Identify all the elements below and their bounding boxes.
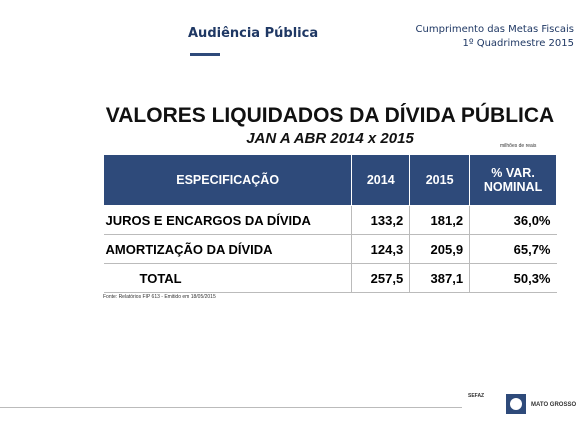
table-cell: 50,3% — [469, 263, 557, 293]
table-subtitle: JAN A ABR 2014 x 2015 — [246, 130, 414, 147]
table-cell: JUROS E ENCARGOS DA DÍVIDA — [103, 205, 352, 235]
table-unit: milhões de reais — [500, 143, 537, 149]
table-row: AMORTIZAÇÃO DA DÍVIDA 124,3 205,9 65,7% — [103, 234, 557, 264]
table-cell: AMORTIZAÇÃO DA DÍVIDA — [103, 234, 352, 264]
table-cell: 65,7% — [469, 234, 557, 264]
column-header: % VAR. NOMINAL — [469, 154, 557, 206]
table-cell: 181,2 — [409, 205, 470, 235]
table-cell: 133,2 — [351, 205, 410, 235]
table-cell: 257,5 — [351, 263, 410, 293]
column-header: 2014 — [351, 154, 411, 206]
footer-line — [0, 407, 462, 408]
header-subtitle: Cumprimento das Metas Fiscais — [415, 24, 574, 35]
table-cell: 36,0% — [469, 205, 557, 235]
header-row: ESPECIFICAÇÃO 2014 2015 % VAR. NOMINAL — [102, 154, 557, 206]
footer-emblem — [506, 394, 526, 414]
footer-state: MATO GROSSO — [531, 402, 577, 408]
table-cell: 205,9 — [409, 234, 470, 264]
footnote: Fonte: Relatórios FIP 613 - Emitido em 1… — [103, 294, 216, 300]
footer-agency: SEFAZ — [468, 393, 485, 399]
table: ESPECIFICAÇÃO 2014 2015 % VAR. NOMINAL J… — [102, 154, 557, 293]
header-underline — [190, 53, 220, 56]
header-subtitle: 1º Quadrimestre 2015 — [462, 38, 574, 49]
header-title: Audiência Pública — [188, 26, 319, 41]
column-header: 2015 — [409, 154, 471, 206]
table-cell: TOTAL — [103, 263, 352, 293]
table-row: TOTAL 257,5 387,1 50,3% — [103, 263, 557, 293]
table-row: JUROS E ENCARGOS DA DÍVIDA 133,2 181,2 36,0… — [103, 205, 557, 235]
column-header: ESPECIFICAÇÃO — [102, 154, 353, 206]
table-cell: 124,3 — [351, 234, 410, 264]
table-cell: 387,1 — [409, 263, 470, 293]
table-title: VALORES LIQUIDADOS DA DÍVIDA PÚBLICA — [105, 104, 555, 127]
